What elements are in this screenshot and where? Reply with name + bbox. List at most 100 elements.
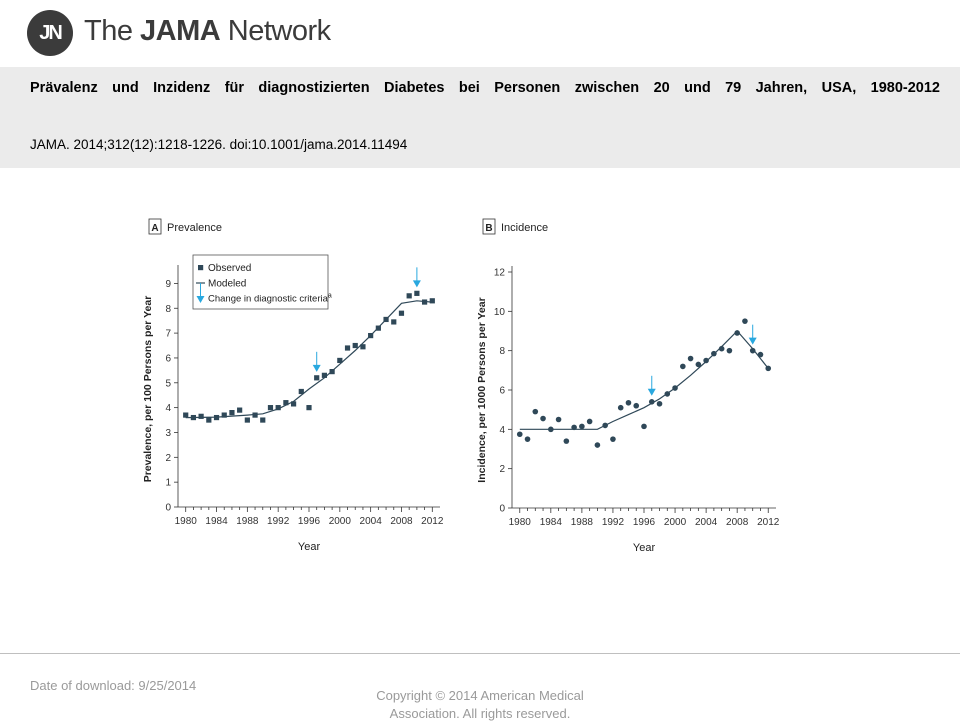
legend-observed-label: Observed bbox=[208, 263, 251, 274]
incidence-criteria-change-arrow bbox=[647, 375, 656, 396]
incidence-x-tick-label: 2004 bbox=[695, 517, 718, 528]
prevalence-x-tick-label: 2008 bbox=[390, 516, 413, 527]
incidence-x-tick-label: 1980 bbox=[509, 517, 532, 528]
incidence-x-tick-label: 1988 bbox=[571, 517, 594, 528]
prevalence-observed-point bbox=[375, 325, 381, 331]
incidence-observed-point bbox=[602, 422, 608, 429]
incidence-observed-point bbox=[695, 361, 702, 368]
prevalence-y-tick-label: 9 bbox=[165, 279, 171, 290]
incidence-panel: B Incidence 0 2 4 6 8 10 12 1980 1984 1988 1992 1996 2… bbox=[476, 218, 780, 554]
prevalence-observed-point bbox=[360, 344, 366, 350]
prevalence-x-axis-title: Year bbox=[298, 541, 321, 553]
incidence-y-tick-label: 8 bbox=[499, 346, 505, 357]
prevalence-y-tick-label: 4 bbox=[165, 403, 171, 414]
prevalence-x-tick-label: 2012 bbox=[421, 516, 444, 527]
prevalence-x-tick-label: 1980 bbox=[175, 516, 198, 527]
download-date: Date of download: 9/25/2014 bbox=[30, 678, 197, 693]
incidence-observed-point bbox=[625, 399, 632, 406]
prevalence-y-axis-title: Prevalence, per 100 Persons per Year bbox=[142, 296, 154, 483]
incidence-observed-point bbox=[757, 351, 764, 358]
incidence-y-tick-label: 2 bbox=[499, 464, 505, 475]
prevalence-x-tick-label: 1988 bbox=[236, 516, 259, 527]
incidence-observed-point bbox=[555, 416, 562, 423]
incidence-observed-point bbox=[711, 350, 717, 357]
prevalence-x-tick-label: 1996 bbox=[298, 516, 321, 527]
prevalence-panel-title: Prevalence bbox=[167, 222, 222, 234]
legend-frame bbox=[192, 254, 329, 310]
prevalence-y-tick-label: 3 bbox=[165, 428, 171, 439]
incidence-panel-letter: B bbox=[485, 223, 492, 234]
prevalence-criteria-change-arrow-head bbox=[312, 364, 321, 372]
incidence-observed-point bbox=[524, 436, 531, 442]
prevalence-criteria-change-arrow-head bbox=[412, 280, 421, 288]
incidence-observed-point bbox=[687, 355, 694, 362]
prevalence-observed-point bbox=[329, 369, 335, 375]
incidence-y-tick-label: 12 bbox=[494, 268, 506, 279]
incidence-modeled-line bbox=[519, 330, 769, 430]
incidence-panel-title: Incidence bbox=[501, 222, 548, 234]
figure-panels: A Prevalence 0 1 2 3 4 5 6 7 8 9 1980 1984 1988 1992 199… bbox=[135, 206, 795, 566]
incidence-x-tick-label: 2012 bbox=[757, 517, 780, 528]
prevalence-observed-point bbox=[391, 319, 397, 325]
incidence-criteria-change-arrow-head bbox=[647, 388, 656, 396]
incidence-y-tick-label: 4 bbox=[499, 425, 505, 436]
incidence-observed-point bbox=[718, 345, 725, 352]
incidence-x-tick-label: 2000 bbox=[664, 517, 687, 528]
incidence-observed-point bbox=[703, 357, 709, 364]
citation: JAMA. 2014;312(12):1218-1226. doi:10.100… bbox=[30, 137, 408, 152]
incidence-criteria-change-arrow bbox=[748, 324, 757, 345]
incidence-x-tick-label: 2008 bbox=[726, 517, 749, 528]
legend-observed-swatch bbox=[198, 265, 204, 271]
incidence-x-tick-label: 1996 bbox=[633, 517, 656, 528]
prevalence-observed-point bbox=[190, 414, 197, 421]
copyright-line-2: Association. All rights reserved. bbox=[389, 706, 571, 721]
prevalence-observed-point bbox=[414, 290, 420, 296]
prevalence-observed-point bbox=[344, 345, 351, 351]
prevalence-y-tick-label: 7 bbox=[165, 329, 171, 340]
incidence-x-axis-title: Year bbox=[633, 542, 656, 554]
prevalence-criteria-change-arrow bbox=[412, 267, 421, 288]
incidence-observed-point bbox=[680, 363, 686, 370]
prevalence-observed-point bbox=[383, 316, 389, 323]
legend-change-arrow-swatch-head bbox=[196, 296, 205, 303]
legend-change-footnote-mark: a bbox=[328, 293, 332, 300]
top-bar: JN The JAMA Network bbox=[0, 0, 960, 66]
incidence-observed-point bbox=[633, 402, 640, 409]
prevalence-panel-letter-box bbox=[148, 218, 162, 235]
prevalence-panel-letter: A bbox=[151, 223, 158, 234]
incidence-observed-point bbox=[594, 442, 601, 448]
figure-title: Prävalenz und Inzidenz für diagnostizier… bbox=[30, 80, 940, 96]
prevalence-observed-point bbox=[229, 410, 235, 416]
legend-change-label: Change in diagnostic criteriaa bbox=[208, 293, 332, 305]
prevalence-observed-point bbox=[406, 293, 412, 299]
prevalence-modeled-line bbox=[185, 300, 433, 419]
prevalence-observed-point bbox=[267, 405, 274, 411]
prevalence-observed-point bbox=[252, 412, 258, 418]
incidence-panel-letter-box bbox=[482, 218, 496, 235]
incidence-observed-point bbox=[532, 408, 539, 415]
prevalence-observed-point bbox=[421, 299, 428, 305]
prevalence-observed-point bbox=[306, 405, 312, 411]
prevalence-y-tick-label: 5 bbox=[165, 378, 171, 389]
prevalence-observed-point bbox=[183, 412, 189, 418]
prevalence-observed-point bbox=[244, 417, 250, 423]
prevalence-y-tick-label: 6 bbox=[165, 353, 171, 364]
incidence-observed-point bbox=[641, 423, 647, 430]
prevalence-observed-point bbox=[198, 413, 204, 419]
prevalence-observed-point bbox=[298, 388, 304, 395]
incidence-observed-point bbox=[749, 347, 756, 354]
incidence-observed-point bbox=[516, 431, 523, 438]
jama-network-logo-text: The JAMA Network bbox=[84, 15, 331, 47]
prevalence-observed-point bbox=[213, 414, 220, 421]
copyright-notice: Copyright © 2014 American Medical Associ… bbox=[330, 687, 630, 723]
prevalence-x-tick-label: 1992 bbox=[267, 516, 290, 527]
incidence-y-tick-label: 0 bbox=[499, 504, 505, 515]
prevalence-panel: A Prevalence 0 1 2 3 4 5 6 7 8 9 1980 1984 1988 1992 199… bbox=[142, 218, 444, 553]
prevalence-observed-point bbox=[429, 298, 435, 304]
title-band bbox=[0, 67, 960, 168]
incidence-observed-point bbox=[571, 424, 577, 431]
incidence-observed-point bbox=[586, 418, 593, 425]
prevalence-y-tick-label: 1 bbox=[165, 478, 171, 489]
prevalence-criteria-change-arrow bbox=[312, 351, 321, 372]
